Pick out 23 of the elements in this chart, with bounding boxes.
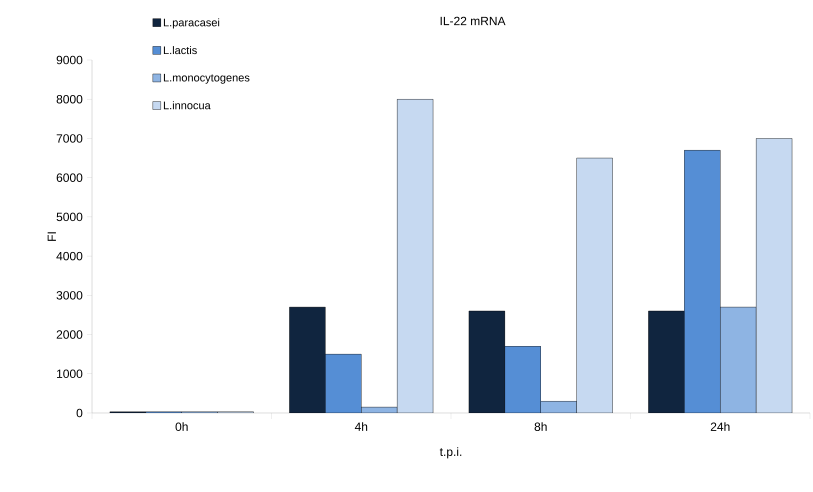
y-tick-label: 5000 <box>56 212 82 222</box>
y-tick-label: 4000 <box>56 252 82 260</box>
x-tick-label: 24h <box>710 422 730 431</box>
x-tick-label: 8h <box>534 422 547 431</box>
bar <box>540 401 577 413</box>
legend-label: L.monocytogenes <box>164 74 250 84</box>
x-axis-title: t.p.i. <box>440 447 462 458</box>
x-tick-label: 0h <box>176 422 188 431</box>
bar <box>720 306 756 413</box>
y-tick-label: 7000 <box>56 134 82 143</box>
y-tick-label: 1000 <box>57 370 82 378</box>
chart-title: IL-22 mRNA <box>440 16 506 26</box>
y-tick-label: 6000 <box>56 173 82 182</box>
y-tick-label: 9000 <box>56 56 82 64</box>
x-tick-label: 4h <box>354 422 368 431</box>
y-tick-label: 8000 <box>56 94 82 104</box>
legend-label: L.paracasei <box>164 18 220 29</box>
legend-label: L.innocua <box>164 101 211 110</box>
legend-label: L.lactis <box>164 46 197 54</box>
y-tick-label: 3000 <box>56 291 82 300</box>
y-tick-label: 2000 <box>56 330 82 339</box>
y-tick-label: 0 <box>76 408 82 418</box>
y-axis-title: FI <box>48 232 56 241</box>
